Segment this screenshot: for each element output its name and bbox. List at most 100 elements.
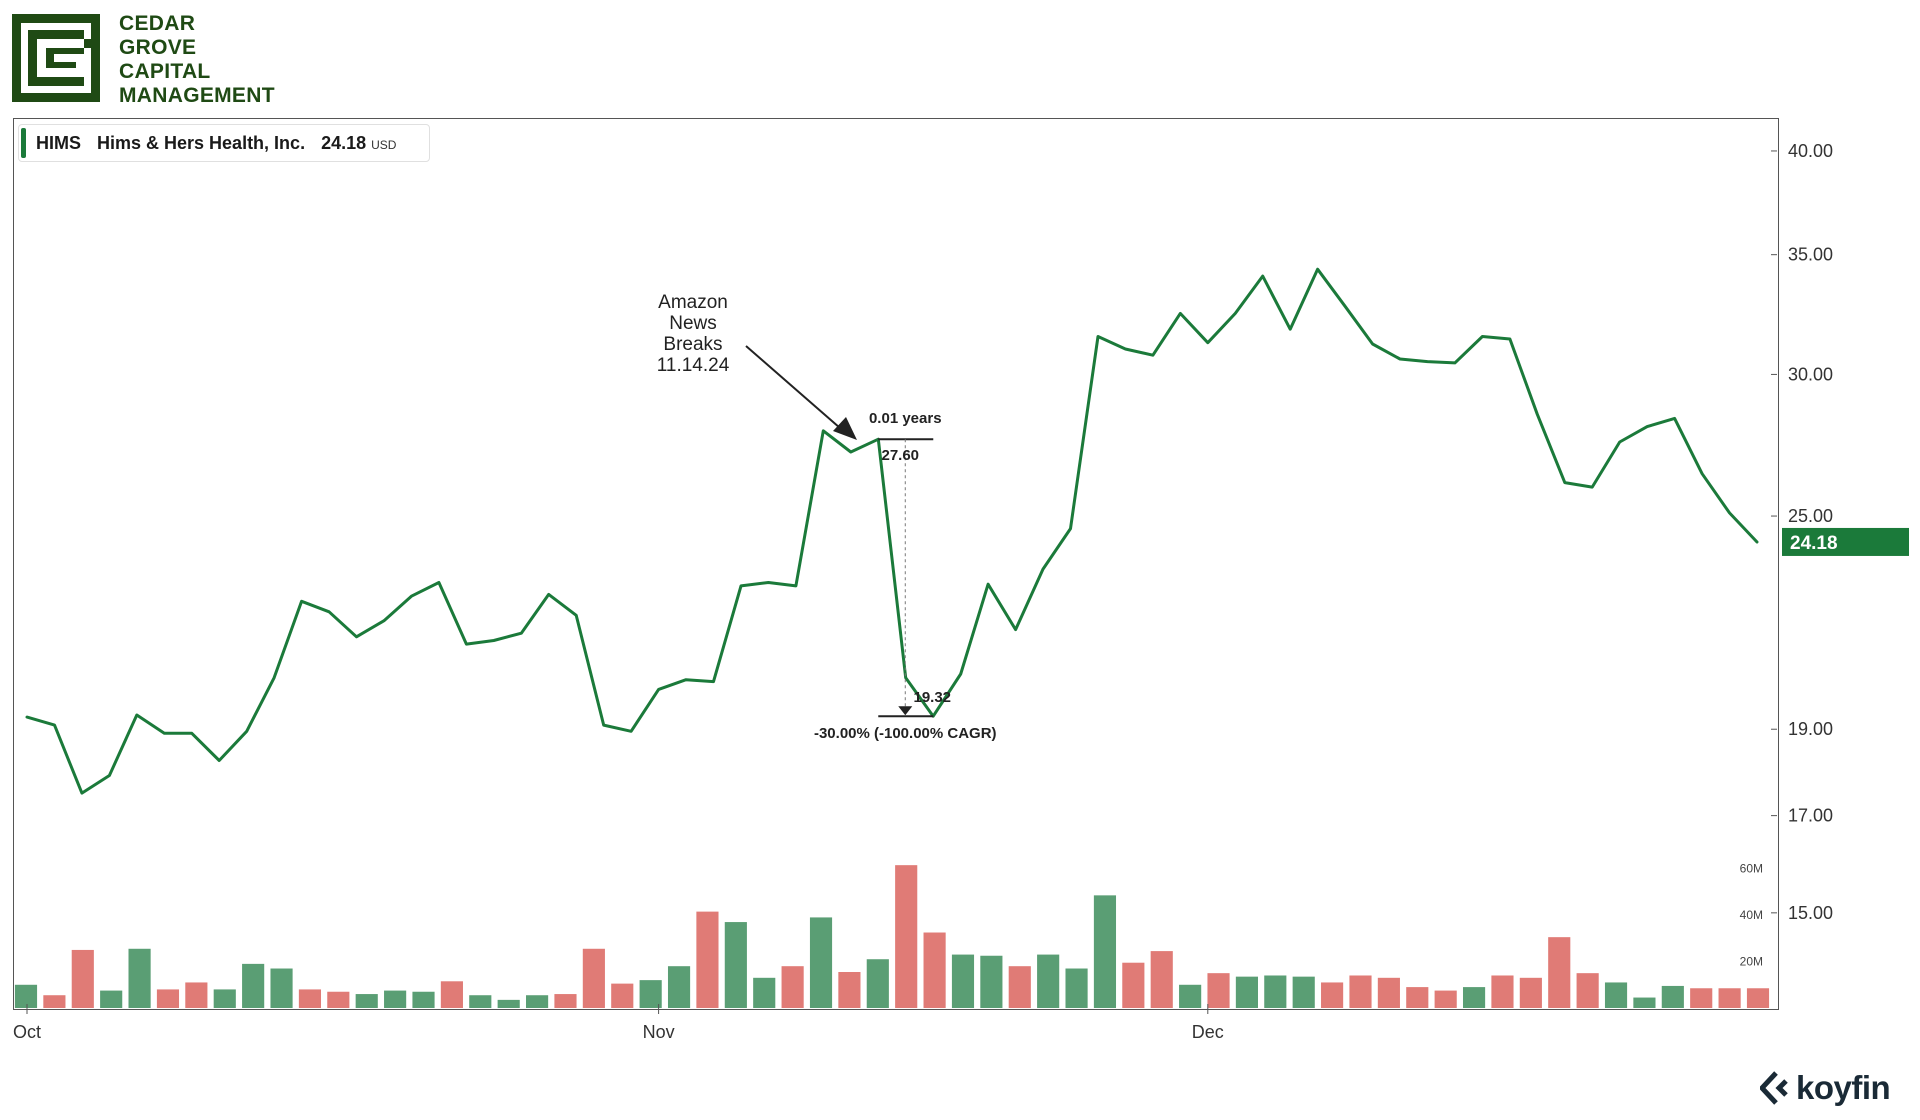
volume-bar <box>1718 988 1741 1008</box>
volume-bar <box>327 991 350 1008</box>
logo-emblem-icon <box>12 14 100 102</box>
annotation-text: News <box>669 313 717 334</box>
koyfin-wordmark: koyfin <box>1796 1069 1891 1106</box>
volume-bar <box>554 994 577 1008</box>
y-axis-label: 15.00 <box>1788 903 1833 923</box>
volume-bar <box>1576 973 1599 1008</box>
y-axis-label: 17.00 <box>1788 806 1833 826</box>
measure-change-label: -30.00% (-100.00% CAGR) <box>814 725 997 742</box>
chart-frame <box>13 118 1779 1010</box>
volume-bar <box>866 959 889 1008</box>
volume-bar <box>100 990 123 1008</box>
measure-arrow-icon <box>898 706 913 716</box>
volume-bar <box>895 865 918 1008</box>
annotation-text: Breaks <box>663 334 722 355</box>
volume-bar <box>838 972 861 1008</box>
volume-bar <box>1349 975 1372 1008</box>
logo-text: CEDAR GROVE CAPITAL MANAGEMENT <box>119 12 275 108</box>
volume-axis-label: 60M <box>1740 862 1763 876</box>
volume-bar <box>1519 977 1542 1008</box>
volume-bar <box>14 984 38 1008</box>
volume-bar <box>242 963 265 1008</box>
volume-bar <box>1434 990 1457 1008</box>
volume-bar <box>1661 985 1684 1008</box>
volume-bar <box>753 977 776 1008</box>
volume-bar <box>1548 937 1571 1008</box>
volume-bar <box>1377 977 1400 1008</box>
volume-bar <box>582 948 605 1008</box>
volume-bar <box>980 955 1003 1008</box>
volume-bar <box>1604 982 1628 1008</box>
volume-bar <box>696 911 719 1008</box>
x-axis-label: Nov <box>643 1022 675 1042</box>
volume-bar <box>951 954 975 1008</box>
volume-bar <box>1235 976 1258 1008</box>
volume-bar <box>412 991 435 1008</box>
volume-bar <box>1179 984 1202 1008</box>
volume-bar <box>1292 976 1315 1008</box>
y-axis-label: 40.00 <box>1788 141 1833 161</box>
annotation-text: Amazon <box>658 292 728 313</box>
volume-bar <box>43 995 66 1008</box>
y-axis-label: 30.00 <box>1788 364 1833 384</box>
measure-high-label: 27.60 <box>881 447 919 464</box>
legend-price: 24.18 <box>321 132 367 153</box>
logo-line: CAPITAL <box>119 60 211 83</box>
volume-bar <box>526 995 549 1008</box>
volume-bar <box>1321 982 1344 1008</box>
volume-bar <box>185 982 208 1008</box>
ticker-legend[interactable]: HIMS Hims & Hers Health, Inc. 24.18 USD <box>18 124 430 162</box>
logo-line: MANAGEMENT <box>119 84 275 107</box>
logo-line: CEDAR <box>119 12 196 35</box>
price-line <box>25 267 1759 795</box>
volume-bar <box>497 999 520 1008</box>
measure-low-label: 19.32 <box>913 689 951 706</box>
last-price-tag <box>1782 527 1909 556</box>
logo: CEDAR GROVE CAPITAL MANAGEMENT <box>12 12 372 107</box>
x-axis-label: Oct <box>13 1022 41 1042</box>
volume-bar <box>298 989 322 1008</box>
volume-bar <box>1633 997 1656 1008</box>
volume-bar <box>781 966 804 1008</box>
legend-color-swatch <box>21 128 26 158</box>
x-axis-label: Dec <box>1192 1022 1224 1042</box>
annotation-arrow-line <box>745 345 841 429</box>
volume-axis-label: 40M <box>1740 908 1763 922</box>
volume-bar <box>156 989 180 1008</box>
y-axis-label: 19.00 <box>1788 719 1833 739</box>
volume-bar <box>1264 975 1287 1008</box>
legend-ticker: HIMS <box>36 132 81 153</box>
annotation-arrow-icon <box>833 417 857 440</box>
volume-axis-label: 20M <box>1740 955 1763 969</box>
volume-bar <box>1093 895 1117 1008</box>
volume-bar <box>639 980 662 1008</box>
volume-bar <box>469 995 492 1008</box>
koyfin-logo-icon <box>1760 1071 1788 1105</box>
legend-currency: USD <box>371 138 397 152</box>
y-axis-label: 35.00 <box>1788 245 1833 265</box>
volume-bar <box>1037 954 1060 1008</box>
volume-bar <box>1406 987 1429 1008</box>
volume-bar <box>1491 975 1514 1008</box>
volume-bar <box>1746 988 1770 1008</box>
measure-duration-label: 0.01 years <box>869 410 942 427</box>
volume-bar <box>611 983 634 1008</box>
volume-bar <box>1122 962 1145 1008</box>
last-price-label: 24.18 <box>1790 533 1838 554</box>
volume-bar <box>1207 973 1230 1008</box>
volume-bar <box>724 922 747 1008</box>
volume-bar <box>355 994 378 1008</box>
koyfin-brand: koyfin <box>1760 1068 1891 1108</box>
volume-bar <box>384 990 407 1008</box>
legend-company-name: Hims & Hers Health, Inc. <box>97 132 306 153</box>
volume-bar <box>71 949 94 1008</box>
volume-bar <box>1008 966 1031 1008</box>
volume-bar <box>1462 987 1486 1008</box>
volume-bar <box>270 968 293 1008</box>
logo-line: GROVE <box>119 36 197 59</box>
y-axis-label: 25.00 <box>1788 506 1833 526</box>
volume-bar <box>1690 988 1713 1008</box>
annotation-text: 11.14.24 <box>657 355 730 376</box>
volume-bar <box>213 989 236 1008</box>
